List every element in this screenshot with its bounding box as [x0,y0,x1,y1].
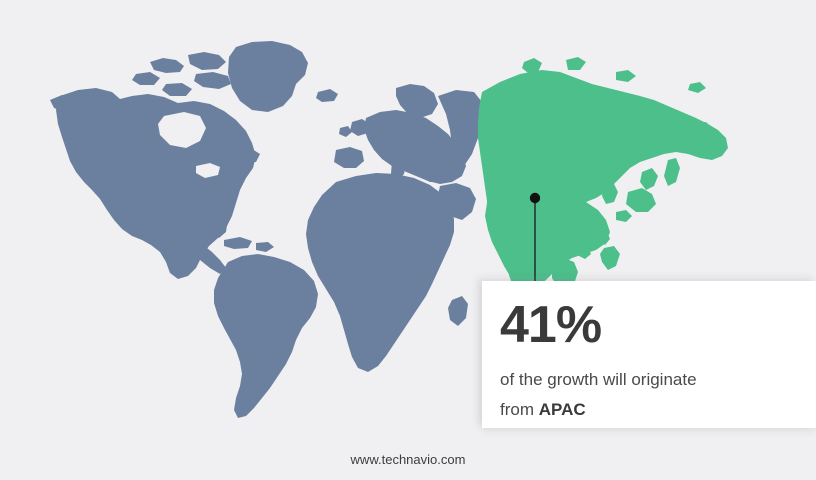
map-shape-hainan [579,248,591,259]
map-shape-great-lakes [196,163,220,178]
map-shape-florida [213,212,228,238]
map-shape-novaya-zemlya [522,58,542,73]
map-shape-newfoundland [238,149,260,163]
map-shape-anatolia [418,165,460,182]
map-shape-alaska [50,95,82,112]
map-region-rest-of-world [50,41,482,418]
map-shape-japan-kyushu [616,210,632,222]
map-shape-arctic-islands-4 [132,72,160,85]
map-shape-severnaya-zemlya [566,57,586,70]
footer-source-url: www.technavio.com [350,452,466,467]
callout-region-name: APAC [538,399,586,419]
map-shape-iceland [316,89,338,102]
map-shape-africa [306,173,454,372]
map-shape-arctic-islands-5 [162,83,192,96]
map-shape-arctic-isle-3 [616,70,636,82]
map-shape-arabia [438,183,476,220]
map-shape-caribbean [224,237,252,249]
map-shape-arctic-islands [150,58,184,73]
map-shape-iberia [334,147,364,168]
map-shape-madagascar [448,296,468,326]
map-shape-philippines [600,246,620,270]
map-shape-greenland [228,41,308,112]
map-shape-arctic-islands-3 [194,72,231,89]
map-shape-sakhalin [664,158,680,186]
callout-percent-value: 41% [500,296,602,354]
map-shape-central-america [180,238,226,274]
world-map-svg [50,41,728,418]
map-shape-scandinavia [396,84,438,118]
map-shape-japan-honshu [626,188,656,212]
map-shape-taiwan [599,232,610,245]
map-shape-hudson-bay [158,112,206,148]
callout-description-line1: of the growth will originate [500,370,697,389]
map-shape-arctic-islands-2 [188,52,226,70]
map-shape-north-america [56,88,256,279]
callout-description-prefix: from [500,399,539,419]
map-shape-korea [602,184,618,204]
world-map [50,41,728,418]
map-shape-india [495,224,538,290]
map-shape-ireland [339,126,352,137]
map-shape-caribbean-2 [256,242,274,252]
map-shape-south-america [214,254,318,418]
callout-description: of the growth will originate from APAC [500,365,790,425]
map-shape-arctic-isle-4 [688,82,706,93]
map-shape-british-isles [350,119,370,136]
apac-callout-card: 41% of the growth will originate from AP… [482,281,816,428]
map-shape-russia-west [438,90,482,166]
map-shape-japan [640,168,658,190]
map-shape-kamchatka [692,122,714,158]
